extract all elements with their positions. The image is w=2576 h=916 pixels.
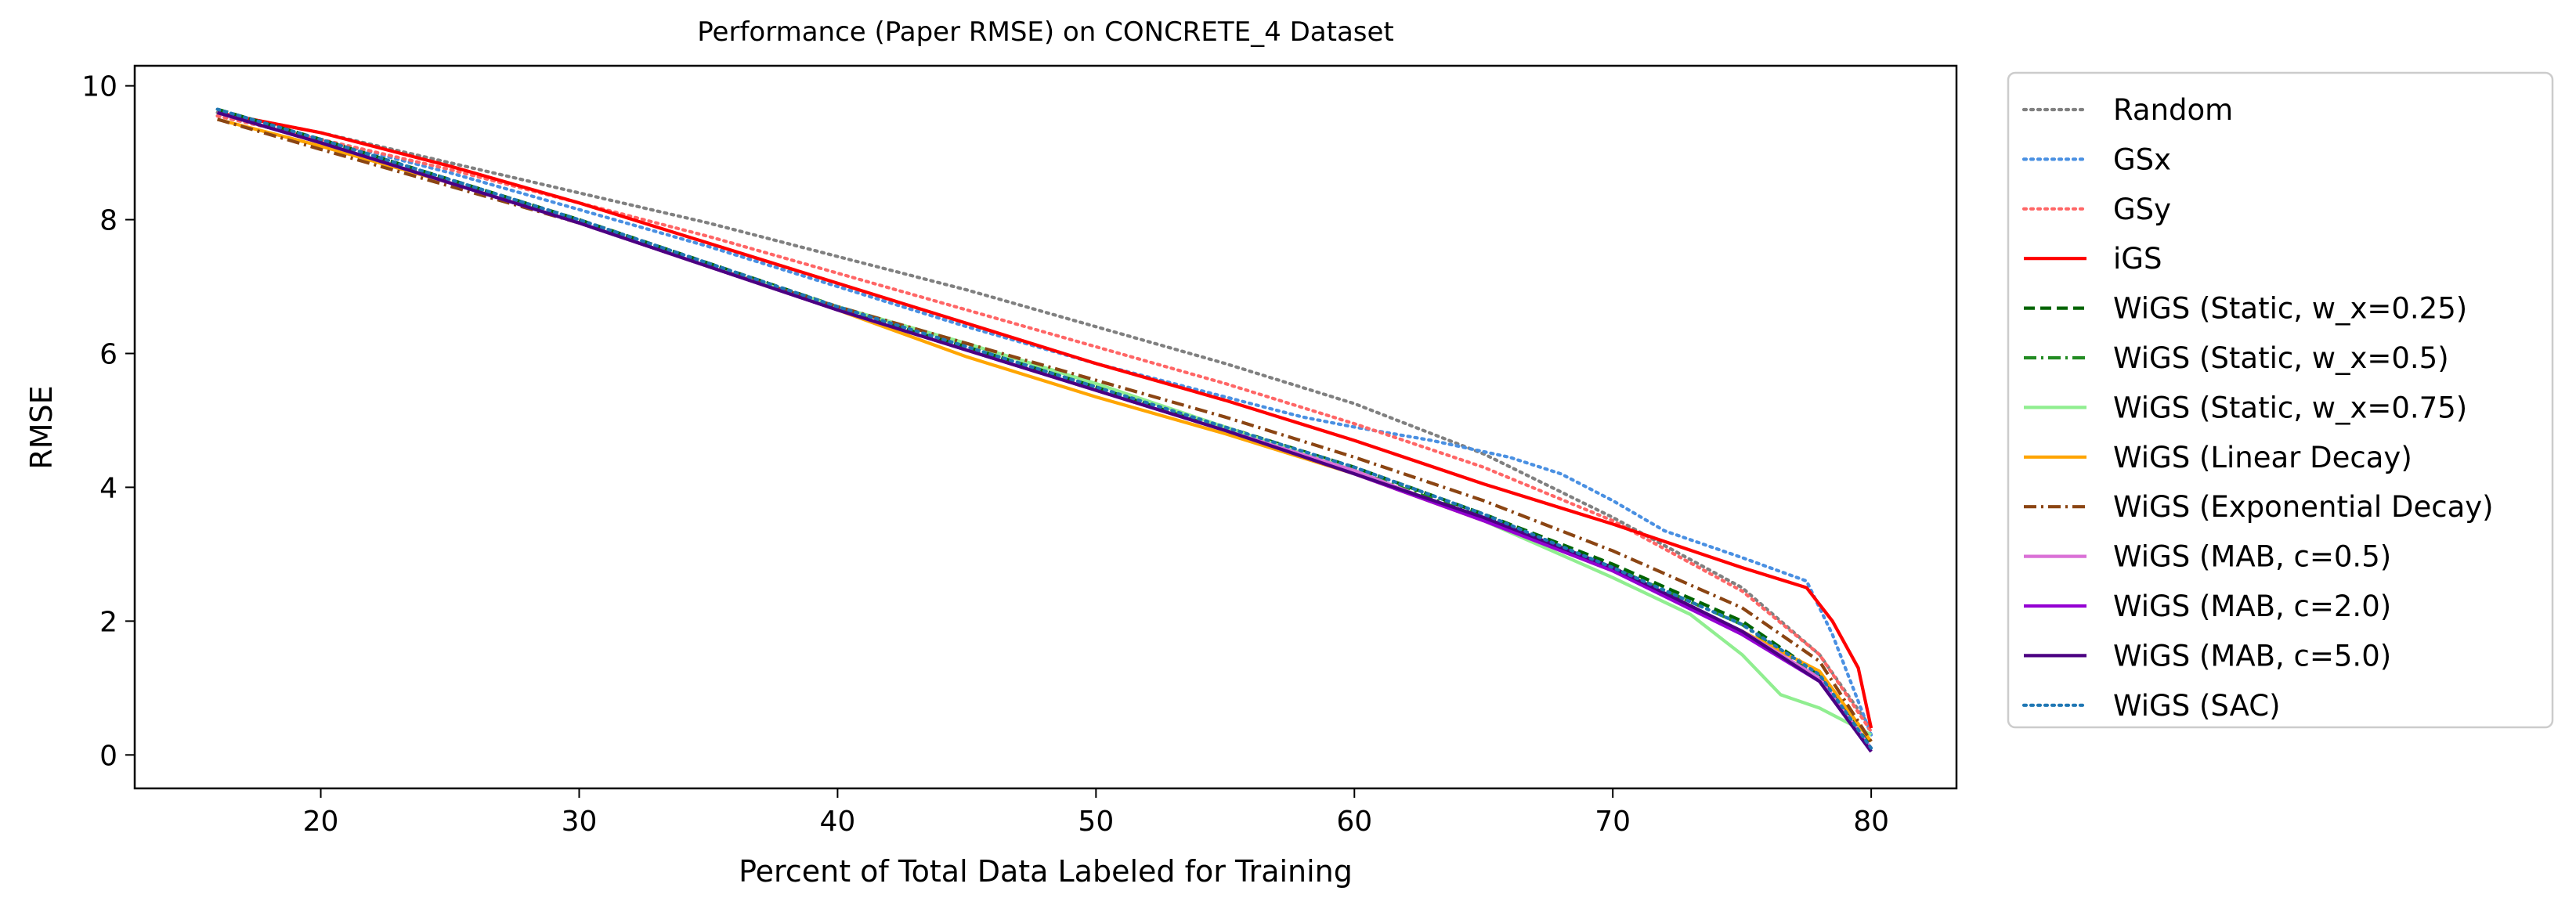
- x-tick-label: 30: [562, 806, 598, 838]
- chart-title: Performance (Paper RMSE) on CONCRETE_4 D…: [697, 16, 1394, 48]
- y-axis-label: RMSE: [24, 385, 59, 469]
- legend-label: WiGS (Linear Decay): [2113, 441, 2412, 474]
- legend: Random GSx GSy iGS WiGS (Static, w_x=0.25) Wi…: [2007, 71, 2554, 729]
- legend-frame: [2007, 71, 2554, 729]
- x-tick-label: 40: [820, 806, 856, 838]
- x-tick-label: 60: [1336, 806, 1372, 838]
- x-tick-label: 50: [1078, 806, 1114, 838]
- y-tick-label: 4: [99, 472, 117, 504]
- series-line-2: [215, 114, 1873, 737]
- x-tick-label: 70: [1595, 806, 1631, 838]
- y-tick-label: 8: [99, 205, 117, 237]
- legend-label: WiGS (MAB, c=2.0): [2113, 590, 2391, 623]
- legend-label: Random: [2113, 93, 2233, 127]
- legend-label: WiGS (Exponential Decay): [2113, 490, 2494, 524]
- x-axis: 20 30 40 50 60 70 80: [303, 788, 1889, 838]
- y-tick-label: 2: [99, 606, 117, 638]
- legend-label: WiGS (MAB, c=5.0): [2113, 639, 2391, 673]
- y-tick-label: 0: [99, 740, 117, 772]
- y-tick-label: 6: [99, 338, 117, 370]
- legend-label: iGS: [2113, 242, 2162, 276]
- legend-label: WiGS (Static, w_x=0.75): [2113, 391, 2467, 424]
- legend-label: WiGS (SAC): [2113, 689, 2281, 723]
- legend-label: WiGS (MAB, c=0.5): [2113, 540, 2391, 574]
- y-tick-label: 10: [81, 71, 117, 103]
- legend-label: GSy: [2113, 193, 2171, 226]
- series-line-4: [217, 110, 1873, 729]
- series-line-13: [215, 107, 1873, 750]
- plot-frame: [133, 64, 1958, 790]
- x-tick-label: 80: [1853, 806, 1889, 838]
- x-tick-label: 20: [303, 806, 339, 838]
- legend-label: WiGS (Static, w_x=0.25): [2113, 292, 2467, 326]
- y-axis: 0 2 4 6 8 10: [81, 71, 135, 772]
- legend-label: WiGS (Static, w_x=0.5): [2113, 341, 2449, 375]
- series-line-3: [215, 114, 1873, 734]
- series-line-1: [215, 110, 1873, 730]
- plot-area: [215, 107, 1873, 753]
- series-line-12: [217, 110, 1873, 753]
- series-line-9: [217, 117, 1873, 743]
- x-axis-label: Percent of Total Data Labeled for Traini…: [739, 854, 1353, 889]
- legend-label: GSx: [2113, 142, 2171, 176]
